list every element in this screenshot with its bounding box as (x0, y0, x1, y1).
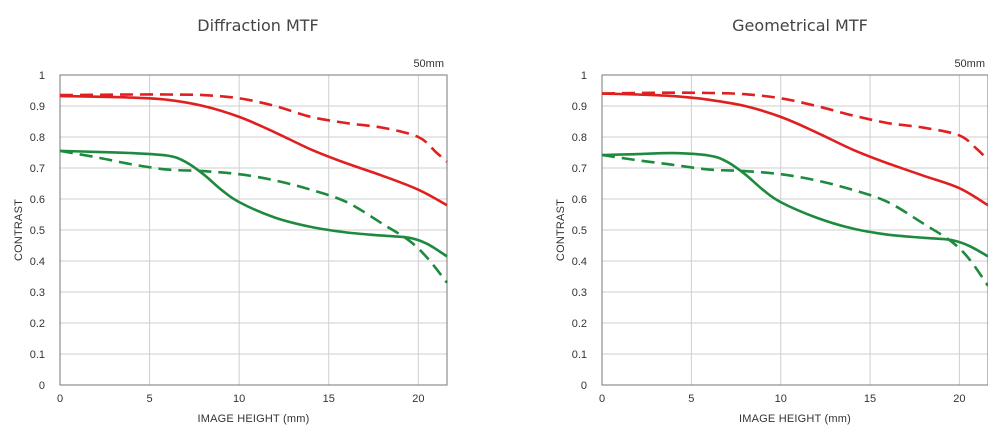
y-tick-label: 0.5 (572, 225, 587, 237)
red-dashed-mtf-line (601, 91, 988, 162)
y-tick-label: 0.7 (572, 163, 587, 175)
focal-length-label: 50mm (413, 58, 444, 70)
chart-title: Diffraction MTF (197, 16, 318, 35)
y-tick-label: 0.1 (30, 349, 45, 361)
x-tick-label: 5 (688, 393, 694, 405)
y-tick-label: 0.1 (572, 349, 587, 361)
x-tick-label: 15 (323, 393, 335, 405)
x-axis-label: IMAGE HEIGHT (mm) (198, 413, 310, 425)
y-tick-label: 0 (581, 380, 587, 392)
mtf-chart-1: Diffraction MTF 0 0.1 0.2 0.3 0.4 0.5 0.6 0.7 0.8… (13, 16, 449, 425)
x-axis-label: IMAGE HEIGHT (mm) (739, 413, 851, 425)
y-tick-label: 0 (39, 380, 45, 392)
y-tick-label: 1 (581, 70, 587, 82)
y-tick-label: 0.2 (30, 318, 45, 330)
focal-length-label: 50mm (954, 58, 985, 70)
green-dashed-mtf-line (601, 153, 988, 287)
y-tick-label: 0.9 (572, 101, 587, 113)
chart-title: Geometrical MTF (732, 16, 868, 35)
x-tick-label: 10 (775, 393, 787, 405)
x-tick-label: 20 (953, 393, 965, 405)
x-tick-label: 0 (599, 393, 605, 405)
red-dashed-mtf-line (59, 93, 448, 163)
y-tick-label: 0.3 (572, 287, 587, 299)
y-tick-label: 0.8 (572, 132, 587, 144)
y-axis-label: CONTRAST (555, 199, 567, 261)
y-tick-label: 0.2 (572, 318, 587, 330)
y-axis-label: CONTRAST (13, 199, 25, 261)
x-tick-label: 0 (57, 393, 63, 405)
green-solid-mtf-line (601, 151, 988, 258)
y-tick-label: 0.4 (572, 256, 587, 268)
y-tick-label: 0.9 (30, 101, 45, 113)
mtf-chart-2: Geometrical MTF 0 0.1 0.2 0.3 0.4 0.5 0.6 0.7 0.8… (555, 16, 988, 425)
y-tick-label: 0.7 (30, 163, 45, 175)
red-solid-mtf-line (601, 92, 988, 207)
red-solid-mtf-line (59, 94, 448, 207)
x-tick-label: 20 (412, 393, 424, 405)
plot-frame (601, 74, 988, 386)
y-tick-label: 0.3 (30, 287, 45, 299)
x-tick-label: 5 (147, 393, 153, 405)
y-tick-label: 1 (39, 70, 45, 82)
plot-frame (59, 74, 448, 386)
y-tick-label: 0.4 (30, 256, 45, 268)
x-tick-label: 10 (233, 393, 245, 405)
y-tick-label: 0.6 (572, 194, 587, 206)
green-dashed-mtf-line (59, 149, 449, 284)
x-tick-label: 15 (864, 393, 876, 405)
green-solid-mtf-line (59, 149, 448, 258)
y-tick-label: 0.5 (30, 225, 45, 237)
y-tick-label: 0.8 (30, 132, 45, 144)
y-tick-label: 0.6 (30, 194, 45, 206)
